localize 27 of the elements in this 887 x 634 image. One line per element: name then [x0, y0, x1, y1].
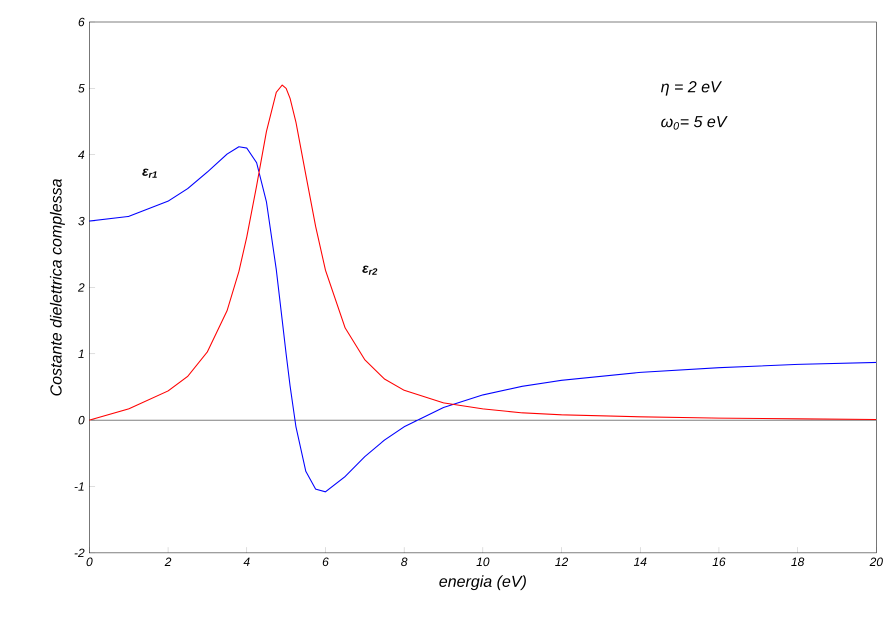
x-tick-label: 20: [870, 557, 883, 566]
x-tick-label: 4: [244, 557, 250, 566]
x-axis-title: energia (eV): [439, 575, 526, 590]
x-tick-label: 10: [476, 557, 490, 566]
series-label: ε$_{r1}$: [142, 168, 157, 178]
y-tick-label: -1: [74, 482, 84, 491]
y-tick-label: 5: [78, 84, 85, 92]
annotation: ω$_{0}$= 5 eV: [661, 116, 728, 130]
y-axis-title: Costante dielettrica complessa: [50, 178, 65, 396]
x-tick-label: 0: [86, 557, 93, 566]
y-tick-label: 1: [78, 350, 84, 358]
x-tick-label: 16: [712, 557, 726, 566]
x-tick-label: 14: [634, 557, 646, 566]
text: ε$_{r2}$: [362, 265, 378, 275]
x-tick-label: 12: [555, 557, 568, 566]
y-tick-label: 6: [78, 18, 85, 26]
x-tick-label: 18: [791, 557, 804, 566]
y-tick-label: 2: [78, 283, 84, 292]
y-tick-label: -2: [74, 548, 84, 557]
line-series: [89, 146, 876, 492]
y-tick-label: 4: [78, 150, 84, 159]
x-tick-label: 2: [164, 557, 172, 566]
annotation: η = 2 eV: [660, 81, 722, 96]
y-tick-label: 0: [78, 416, 85, 424]
x-tick-label: 6: [322, 557, 329, 566]
x-tick-label: 8: [401, 557, 408, 566]
y-tick-label: 3: [78, 216, 85, 226]
